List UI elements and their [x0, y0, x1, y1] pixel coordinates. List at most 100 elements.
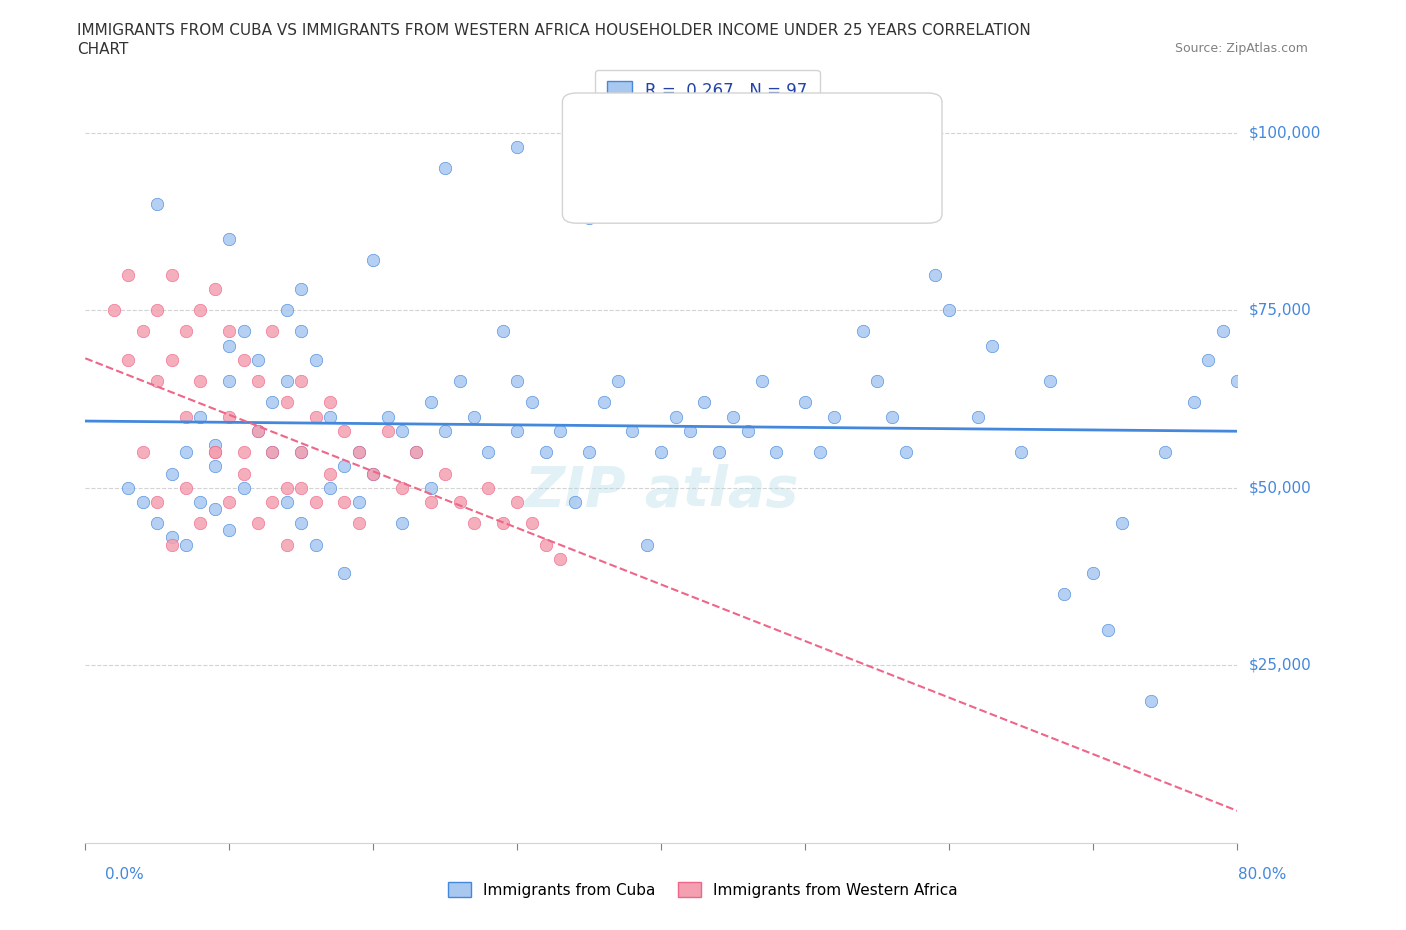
Point: [146, 495, 169, 510]
Point: [276, 302, 298, 317]
Point: [405, 445, 427, 459]
Point: [319, 466, 342, 481]
Point: [520, 516, 543, 531]
Point: [866, 374, 889, 389]
Point: [808, 445, 831, 459]
Point: [463, 409, 485, 424]
Point: [146, 196, 169, 211]
Point: [160, 352, 183, 367]
Point: [347, 445, 370, 459]
Point: [607, 374, 630, 389]
Point: [391, 480, 413, 495]
Point: [880, 409, 903, 424]
Point: [305, 352, 328, 367]
Text: CHART: CHART: [77, 42, 129, 57]
Point: [737, 423, 759, 438]
Point: [190, 409, 212, 424]
Point: [419, 480, 441, 495]
Point: [391, 423, 413, 438]
Point: [174, 480, 197, 495]
Point: [262, 395, 284, 410]
Point: [333, 459, 356, 474]
Point: [707, 445, 730, 459]
Point: [204, 438, 226, 453]
Point: [434, 161, 457, 176]
Point: [232, 445, 254, 459]
Point: [592, 395, 614, 410]
Point: [319, 409, 342, 424]
Point: [218, 374, 240, 389]
Point: [190, 302, 212, 317]
Point: [1097, 622, 1119, 637]
Point: [852, 324, 875, 339]
Point: [894, 445, 917, 459]
Point: [550, 551, 572, 566]
Point: [276, 538, 298, 552]
Point: [117, 480, 139, 495]
Point: [262, 495, 284, 510]
Point: [160, 530, 183, 545]
Point: [276, 395, 298, 410]
Point: [823, 409, 845, 424]
Point: [492, 324, 515, 339]
Point: [174, 409, 197, 424]
Point: [434, 466, 457, 481]
Point: [550, 423, 572, 438]
Point: [218, 339, 240, 353]
Point: [103, 302, 125, 317]
Point: [218, 409, 240, 424]
Point: [276, 480, 298, 495]
Text: $25,000: $25,000: [1249, 658, 1310, 672]
Point: [967, 409, 990, 424]
Point: [1226, 374, 1249, 389]
Point: [665, 409, 688, 424]
Text: $100,000: $100,000: [1249, 125, 1320, 140]
Point: [190, 516, 212, 531]
Point: [463, 516, 485, 531]
Point: [174, 445, 197, 459]
Point: [520, 395, 543, 410]
Point: [218, 495, 240, 510]
Point: [449, 495, 471, 510]
Point: [117, 352, 139, 367]
Point: [204, 282, 226, 297]
Point: [117, 267, 139, 282]
Point: [506, 423, 529, 438]
Point: [347, 516, 370, 531]
Point: [132, 445, 155, 459]
Text: Source: ZipAtlas.com: Source: ZipAtlas.com: [1174, 42, 1308, 55]
Point: [1140, 694, 1163, 709]
Point: [204, 501, 226, 516]
Point: [492, 516, 515, 531]
Point: [723, 409, 745, 424]
Point: [794, 395, 817, 410]
Point: [146, 374, 169, 389]
Point: [146, 302, 169, 317]
Point: [1111, 516, 1133, 531]
Point: [679, 423, 702, 438]
Point: [319, 480, 342, 495]
Point: [305, 409, 328, 424]
Point: [534, 538, 557, 552]
Point: [361, 466, 384, 481]
Point: [262, 324, 284, 339]
Point: [391, 516, 413, 531]
Point: [333, 423, 356, 438]
Point: [160, 466, 183, 481]
Point: [247, 374, 270, 389]
Point: [1212, 324, 1234, 339]
Point: [190, 374, 212, 389]
Point: [247, 423, 270, 438]
Point: [204, 445, 226, 459]
Point: [434, 423, 457, 438]
Point: [247, 352, 270, 367]
Point: [506, 374, 529, 389]
Text: 80.0%: 80.0%: [1239, 867, 1286, 882]
Point: [693, 395, 716, 410]
Point: [419, 495, 441, 510]
Point: [449, 374, 471, 389]
Point: [361, 253, 384, 268]
Legend: Immigrants from Cuba, Immigrants from Western Africa: Immigrants from Cuba, Immigrants from We…: [441, 875, 965, 904]
Point: [305, 495, 328, 510]
Point: [347, 445, 370, 459]
